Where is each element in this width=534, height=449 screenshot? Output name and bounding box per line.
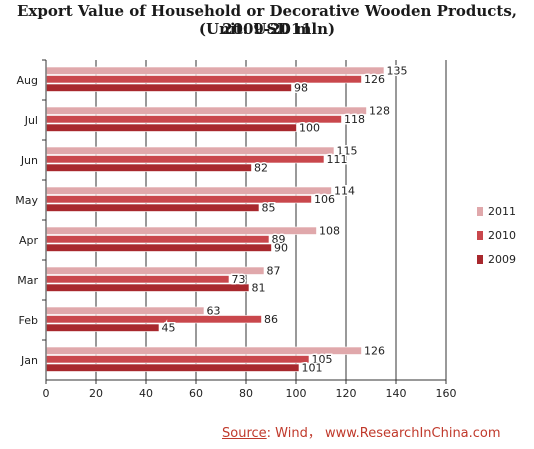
data-label: 90 [274, 242, 288, 255]
bar-2011 [46, 106, 367, 115]
x-tick-label: 40 [139, 387, 153, 400]
y-tick-label: Aug [17, 74, 38, 87]
source-text: : Wind， www.ResearchInChina.com [266, 426, 501, 441]
bar-2009 [46, 323, 160, 332]
x-tick-label: 160 [436, 387, 457, 400]
data-label: 86 [264, 313, 278, 326]
x-tick-label: 120 [336, 387, 357, 400]
bar-2009 [46, 123, 297, 132]
axis-layer: 0 20 40 60 80 100 120 140 160 Aug Jul Jun May Apr Mar F… [15, 59, 457, 400]
data-label: 87 [267, 265, 281, 278]
legend-label: 2010 [488, 228, 516, 242]
bar-2009 [46, 203, 260, 212]
data-label: 118 [344, 113, 365, 126]
x-tick-label: 80 [239, 387, 253, 400]
bar-2011 [46, 146, 335, 155]
bar-2010 [46, 355, 310, 364]
bar-2010 [46, 235, 270, 244]
data-label: 89 [272, 233, 286, 246]
bar-2010 [46, 75, 362, 84]
legend-item: 2009 [477, 247, 516, 271]
bar-2009 [46, 283, 250, 292]
data-label: 73 [232, 273, 246, 286]
bar-2010 [46, 315, 262, 324]
bar-2011 [46, 186, 332, 195]
data-label: 114 [334, 185, 355, 198]
x-tick-label: 60 [189, 387, 203, 400]
bar-2009 [46, 163, 252, 172]
legend-swatch [477, 206, 483, 216]
data-label: 106 [314, 193, 335, 206]
data-label: 105 [312, 353, 333, 366]
legend: 2011 2010 2009 [477, 199, 516, 271]
data-label: 115 [337, 145, 358, 158]
data-label: 111 [327, 153, 348, 166]
y-tick-label: Apr [19, 234, 39, 247]
data-label: 45 [162, 322, 176, 335]
bar-2011 [46, 66, 385, 75]
x-tick-label: 0 [43, 387, 50, 400]
y-tick-label: May [15, 194, 38, 207]
bar-2011 [46, 306, 205, 315]
x-tick-label: 100 [286, 387, 307, 400]
legend-label: 2009 [488, 252, 516, 266]
data-label: 135 [387, 65, 408, 78]
legend-item: 2011 [477, 199, 516, 223]
bar-2009 [46, 83, 292, 92]
y-tick-label: Jun [20, 154, 38, 167]
data-label: 126 [364, 73, 385, 86]
y-tick-label: Jan [20, 354, 38, 367]
x-tick-label: 20 [89, 387, 103, 400]
data-label: 85 [262, 202, 276, 215]
bar-2010 [46, 155, 325, 164]
x-tick-label: 140 [386, 387, 407, 400]
bar-2009 [46, 243, 272, 252]
data-label: 108 [319, 225, 340, 238]
bars-layer [46, 66, 385, 372]
y-tick-label: Mar [17, 274, 38, 287]
labels-layer: 135 128 115 114 108 87 63 126 126 118 111 106 89 73 86… [160, 63, 409, 376]
data-label: 128 [369, 105, 390, 118]
bar-2010 [46, 115, 342, 124]
source-note: Source: Wind， www.ResearchInChina.com [222, 422, 501, 441]
data-label: 100 [299, 122, 320, 135]
source-label: Source [222, 426, 267, 441]
data-label: 82 [254, 162, 268, 175]
legend-label: 2011 [488, 204, 516, 218]
legend-swatch [477, 254, 483, 264]
data-label: 101 [302, 362, 323, 375]
y-tick-label: Jul [24, 114, 38, 127]
y-tick-label: Feb [19, 314, 38, 327]
data-label: 126 [364, 345, 385, 358]
bar-2009 [46, 363, 300, 372]
data-label: 63 [207, 305, 221, 318]
data-label: 98 [294, 82, 308, 95]
legend-swatch [477, 230, 483, 240]
chart-title: Export Value of Household or Decorative … [17, 2, 517, 38]
data-label: 81 [252, 282, 266, 295]
bar-2010 [46, 275, 230, 284]
chart-subtitle: (Unit: USD mln) [198, 20, 336, 38]
legend-item: 2010 [477, 223, 516, 247]
